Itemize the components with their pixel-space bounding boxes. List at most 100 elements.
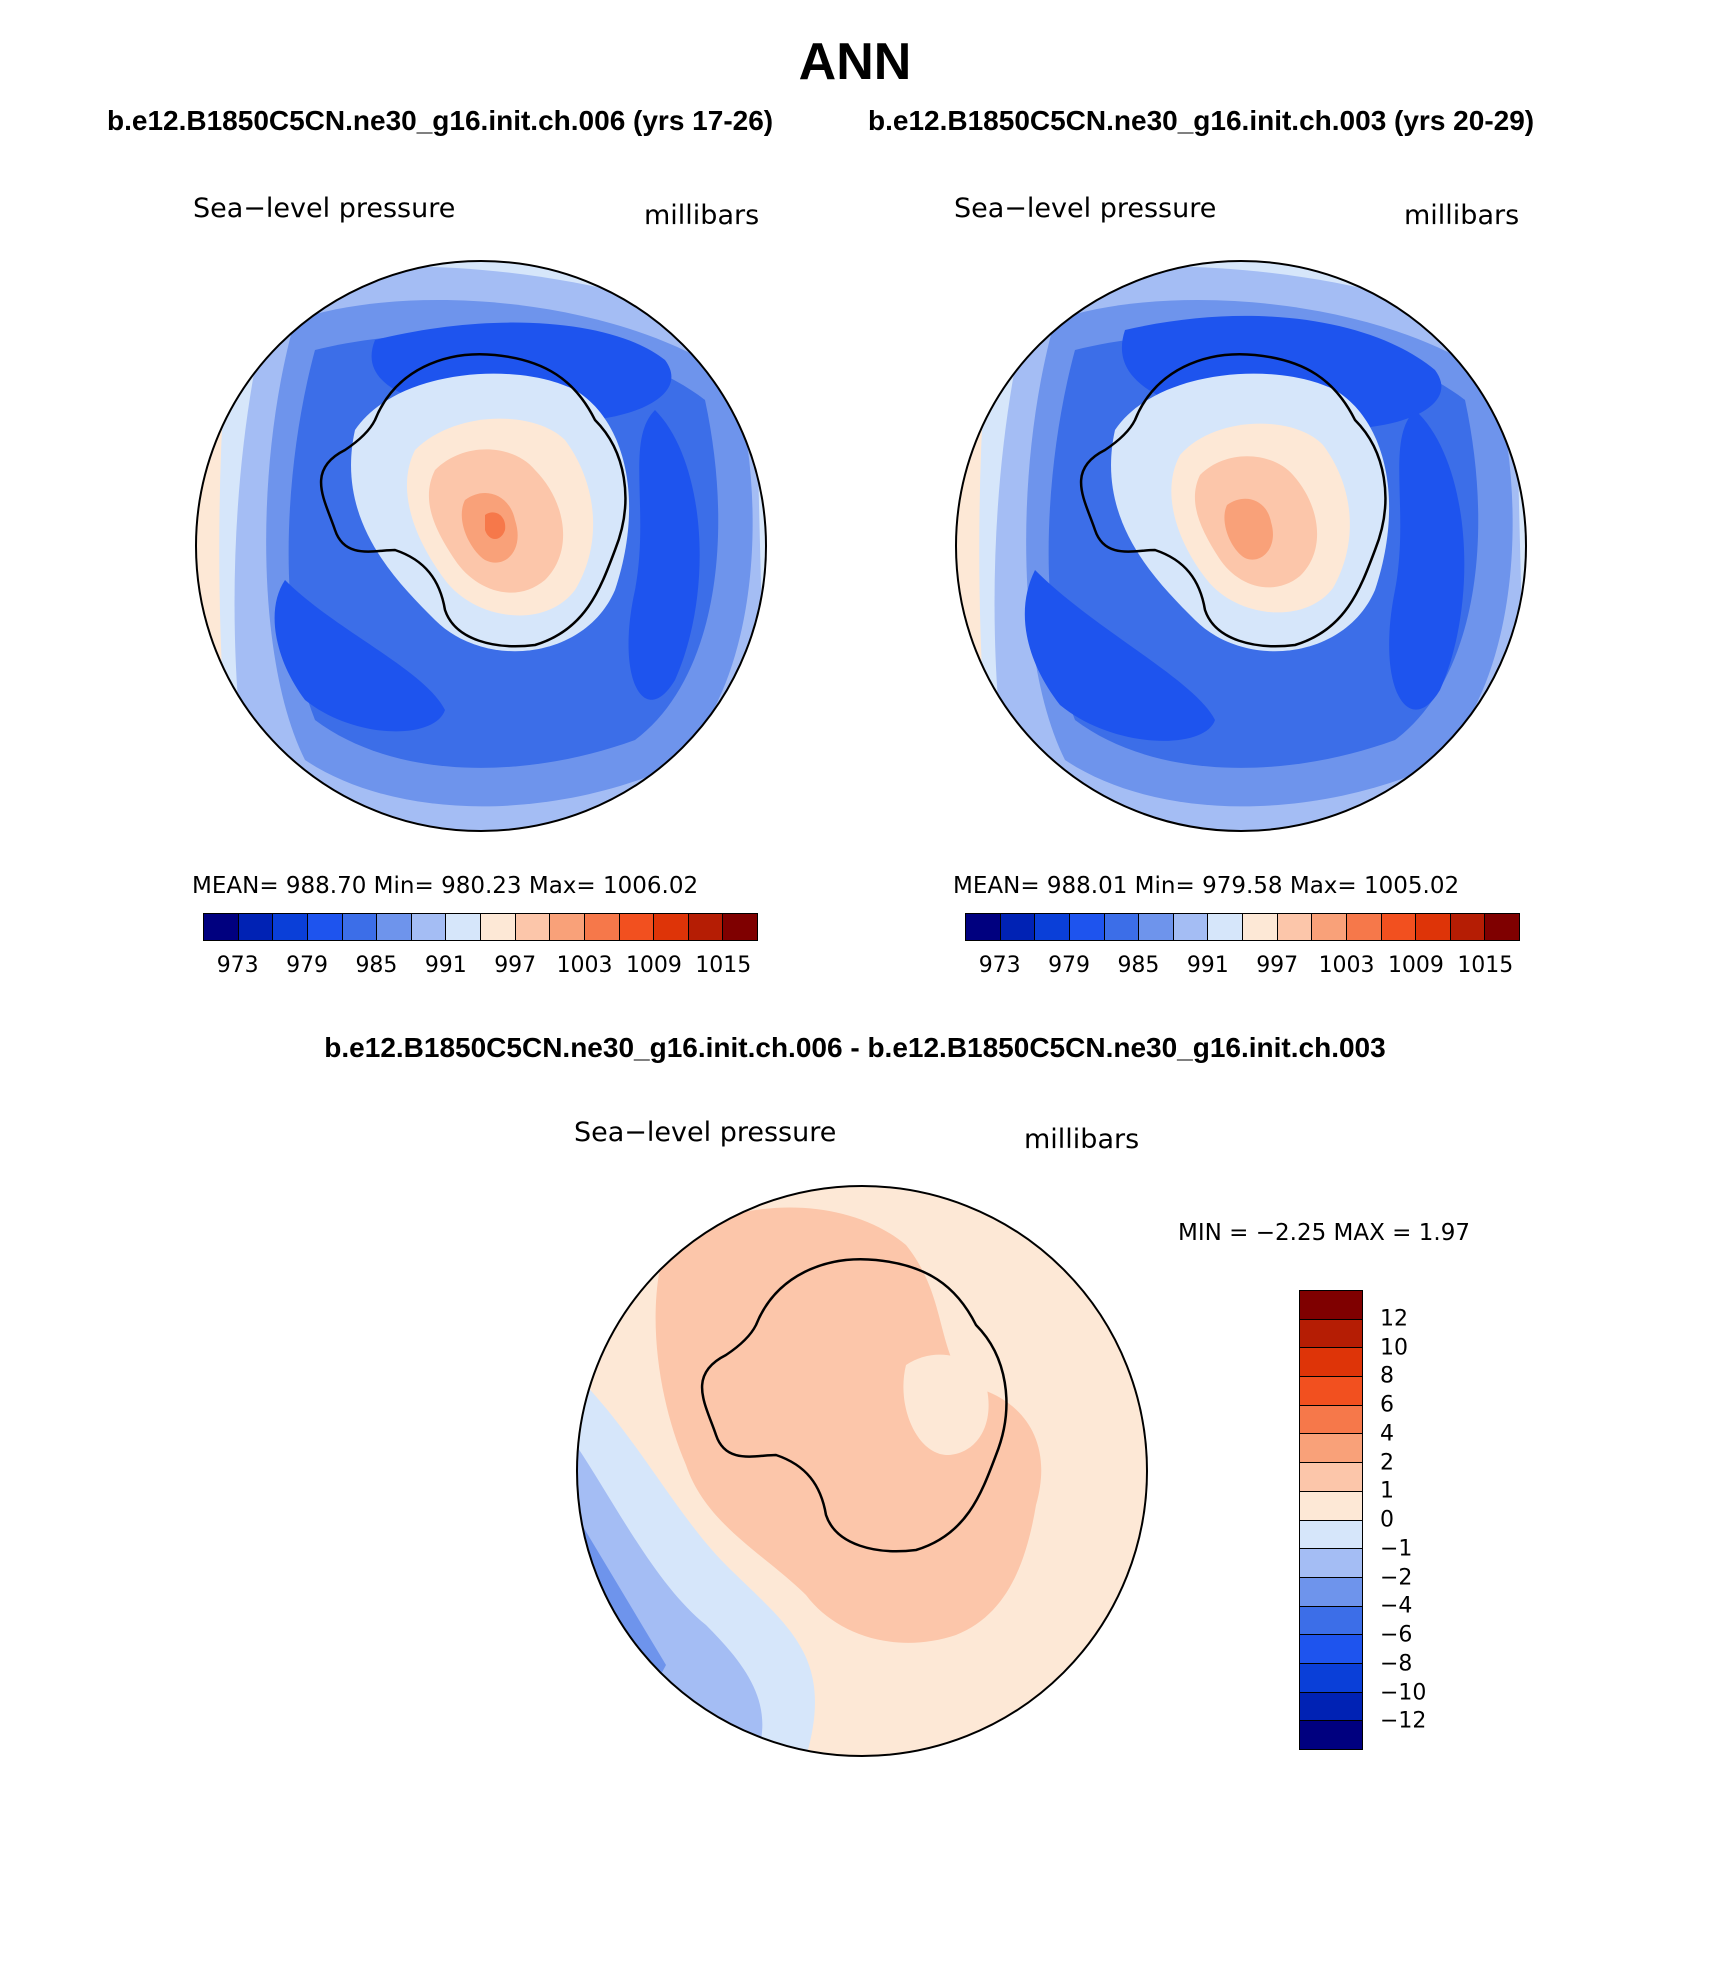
panel2-colorbar-swatch	[966, 914, 1001, 940]
panel2-colorbar-label: 997	[1256, 953, 1299, 978]
panel2-colorbar-swatch	[1035, 914, 1070, 940]
panel1-colorbar-label: 985	[355, 953, 398, 978]
panel1-colorbar-swatch	[550, 914, 585, 940]
diff-colorbar-swatch	[1300, 1491, 1362, 1521]
diff-colorbar-swatch	[1300, 1520, 1362, 1550]
panel1-colorbar-swatch	[654, 914, 689, 940]
panel1-colorbar-swatch	[619, 914, 655, 940]
panel2-colorbar-label: 1003	[1318, 953, 1375, 978]
case-title-right: b.e12.B1850C5CN.ne30_g16.init.ch.003 (yr…	[868, 105, 1535, 136]
diff-colorbar-swatch	[1300, 1606, 1362, 1636]
panel1-map	[195, 260, 767, 832]
panel2-colorbar-label: 973	[978, 953, 1021, 978]
panel1-fill-band5c	[274, 580, 445, 732]
diff-variable-label: Sea−level pressure	[574, 1117, 837, 1148]
diff-colorbar-swatch	[1300, 1635, 1362, 1664]
panel2-colorbar-swatch	[1416, 914, 1451, 940]
diff-fill-zero-island	[903, 1354, 989, 1455]
panel1-map-border	[195, 260, 767, 832]
panel2-colorbar-swatch	[1139, 914, 1174, 940]
diff-colorbar-label: 12	[1380, 1306, 1408, 1332]
panel1-colorbar-labels: 973 979 985 991 997 1003 1009 1015	[203, 953, 758, 983]
panel1-colorbar-swatch	[515, 914, 551, 940]
panel2-fill-band5c	[1024, 570, 1215, 741]
panel1-colorbar-swatch	[584, 914, 620, 940]
panel1-colorbar-swatch	[238, 914, 274, 940]
diff-colorbar-label: 10	[1380, 1335, 1408, 1360]
panel2-colorbar-label: 991	[1186, 953, 1229, 978]
diff-colorbar-label: 2	[1380, 1450, 1394, 1475]
panel2-colorbar-swatch	[1208, 914, 1243, 940]
diff-colorbar-label: −10	[1380, 1680, 1427, 1705]
panel2-colorbar-swatch	[1485, 914, 1519, 940]
panel1-colorbar-label: 973	[216, 953, 259, 978]
panel2-colorbar-swatch	[1312, 914, 1347, 940]
diff-colorbar-swatch	[1300, 1434, 1362, 1464]
panel2-colorbar-label: 979	[1048, 953, 1091, 978]
panel1-colorbar-swatch	[307, 914, 343, 940]
diff-colorbar-label: −12	[1380, 1708, 1427, 1734]
panel1-colorbar-swatch	[377, 914, 412, 940]
panel1-colorbar-swatch	[481, 914, 516, 940]
panel2-colorbar-swatch	[1104, 914, 1140, 940]
diff-colorbar-swatch	[1300, 1692, 1362, 1722]
panel1-fill-land-top	[485, 512, 506, 539]
diff-coastline	[700, 1258, 1008, 1553]
panel2-colorbar-labels: 973 979 985 991 997 1003 1009 1015	[965, 953, 1520, 983]
panel2-colorbar-swatch	[1277, 914, 1313, 940]
diff-colorbar-swatch	[1300, 1663, 1362, 1693]
panel2-colorbar-swatch	[1450, 914, 1486, 940]
panel2-colorbar-label: 1009	[1387, 953, 1444, 978]
diff-colorbar-label: −6	[1380, 1622, 1413, 1648]
diff-colorbar-swatch	[1300, 1319, 1362, 1349]
diff-colorbar-swatch	[1300, 1577, 1362, 1607]
diff-colorbar-label: −1	[1380, 1536, 1413, 1562]
panel1-colorbar-swatch	[273, 914, 308, 940]
panel1-colorbar-label: 1009	[625, 953, 682, 978]
case-title-left: b.e12.B1850C5CN.ne30_g16.init.ch.006 (yr…	[107, 105, 774, 136]
diff-colorbar-label: 0	[1380, 1507, 1394, 1533]
panel1-colorbar-label: 979	[286, 953, 329, 978]
diff-colorbar-swatch	[1300, 1463, 1362, 1492]
panel1-colorbar-swatch	[723, 914, 757, 940]
panel1-colorbar-label: 1015	[695, 953, 752, 978]
diff-colorbar-label: −4	[1380, 1593, 1413, 1619]
panel1-colorbar-swatch	[342, 914, 378, 940]
panel1-coastline	[319, 353, 627, 648]
panel2-map	[955, 260, 1527, 832]
diff-stats: MIN = −2.25 MAX = 1.97	[1178, 1220, 1470, 1246]
panel1-colorbar-swatch	[446, 914, 481, 940]
panel2-colorbar-swatch	[1069, 914, 1105, 940]
panel2-fill-band5b	[1389, 410, 1465, 710]
panel2-variable-label: Sea−level pressure	[954, 193, 1217, 224]
panel1-colorbar-swatch	[688, 914, 724, 940]
diff-fill-pos	[655, 1207, 1042, 1643]
panel2-colorbar-swatch	[1173, 914, 1209, 940]
panel2-map-border	[955, 260, 1527, 832]
diff-units-label: millibars	[1024, 1124, 1140, 1155]
diff-colorbar	[1299, 1290, 1363, 1750]
panel1-colorbar-label: 1003	[556, 953, 613, 978]
main-title: ANN	[798, 33, 912, 91]
panel1-fill-band5b	[628, 410, 700, 700]
diff-colorbar-swatch	[1300, 1549, 1362, 1578]
panel2-colorbar-swatch	[1243, 914, 1278, 940]
panel2-colorbar-swatch	[1000, 914, 1036, 940]
panel2-colorbar	[965, 913, 1520, 941]
panel2-units-label: millibars	[1404, 200, 1520, 231]
diff-colorbar-swatch	[1300, 1405, 1362, 1435]
diff-colorbar-swatch	[1300, 1291, 1362, 1320]
panel2-colorbar-label: 985	[1117, 953, 1160, 978]
diff-colorbar-label: 8	[1380, 1363, 1394, 1389]
diff-colorbar-swatch	[1300, 1348, 1362, 1378]
panel2-colorbar-swatch	[1381, 914, 1417, 940]
panel2-colorbar-label: 1015	[1457, 953, 1514, 978]
panel1-colorbar	[203, 913, 758, 941]
panel2-stats: MEAN= 988.01 Min= 979.58 Max= 1005.02	[953, 873, 1460, 899]
panel1-stats: MEAN= 988.70 Min= 980.23 Max= 1006.02	[192, 873, 699, 899]
panel2-fill-land-peak	[1224, 498, 1273, 560]
diff-colorbar-swatch	[1300, 1721, 1362, 1749]
diff-colorbar-label: 4	[1380, 1421, 1394, 1447]
panel2-coastline	[1079, 353, 1387, 648]
diff-colorbar-swatch	[1300, 1377, 1362, 1406]
